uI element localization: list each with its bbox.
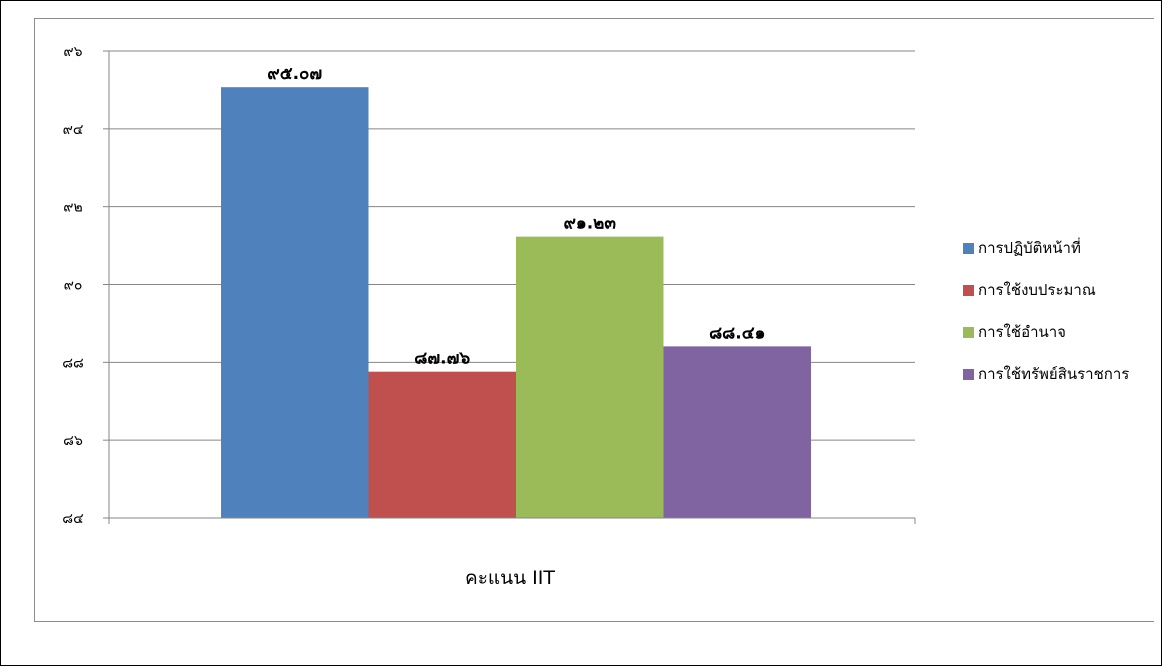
- data-label: ๘๘.๔๑: [709, 323, 765, 343]
- bar: [368, 371, 516, 518]
- y-tick-label: ๙๒: [63, 200, 82, 216]
- category-label: คะแนน IIT: [465, 567, 555, 589]
- legend-entry-label: การใช้อำนาจ: [978, 323, 1066, 341]
- legend-swatch: [963, 369, 974, 380]
- data-label: ๙๑.๒๓: [563, 214, 616, 234]
- legend-entry-label: การใช้งบประมาณ: [978, 281, 1096, 299]
- y-axis: ๘๔ ๘๖ ๘๘ ๙๐ ๙๒ ๙๔ ๙๖: [62, 44, 110, 527]
- bar: [221, 87, 369, 518]
- y-tick-label: ๙๐: [64, 278, 83, 294]
- y-tick-label: ๘๘: [62, 355, 84, 371]
- legend: การปฏิบัติหน้าที่การใช้งบประมาณการใช้อำน…: [963, 237, 1129, 383]
- x-axis: [108, 517, 916, 524]
- legend-swatch: [963, 327, 974, 338]
- chart-area: ๘๔ ๘๖ ๘๘ ๙๐ ๙๒ ๙๔ ๙๖ ๙๕.๐๗๘๗.๗๖ ๙๑.๒๓๘๘.๔๑ คะแน…: [34, 18, 1154, 622]
- bar: [663, 346, 811, 518]
- legend-swatch: [963, 243, 974, 254]
- y-tick-label: ๘๖: [63, 433, 83, 449]
- legend-entry-label: การปฏิบัติหน้าที่: [978, 237, 1081, 257]
- data-label: ๙๕.๐๗: [267, 64, 322, 84]
- y-tick-label: ๘๔: [62, 511, 83, 527]
- bar: [516, 236, 664, 518]
- y-tick-label: ๙๔: [63, 122, 84, 138]
- data-label: ๘๗.๗๖: [414, 349, 470, 369]
- y-tick-label: ๙๖: [63, 44, 82, 60]
- legend-swatch: [963, 285, 974, 296]
- bars: [221, 87, 811, 518]
- legend-entry-label: การใช้ทรัพย์สินราชการ: [978, 365, 1129, 383]
